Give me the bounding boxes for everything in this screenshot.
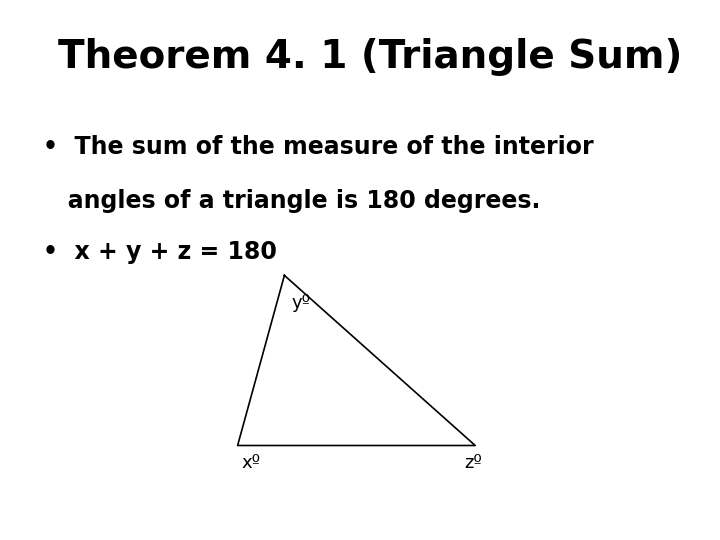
Text: angles of a triangle is 180 degrees.: angles of a triangle is 180 degrees. [43, 189, 541, 213]
Text: Theorem 4. 1 (Triangle Sum): Theorem 4. 1 (Triangle Sum) [58, 38, 682, 76]
Text: yº: yº [292, 294, 311, 312]
Text: •  x + y + z = 180: • x + y + z = 180 [43, 240, 277, 264]
Text: •  The sum of the measure of the interior: • The sum of the measure of the interior [43, 135, 594, 159]
Text: zº: zº [464, 454, 482, 471]
Text: xº: xº [241, 454, 261, 471]
